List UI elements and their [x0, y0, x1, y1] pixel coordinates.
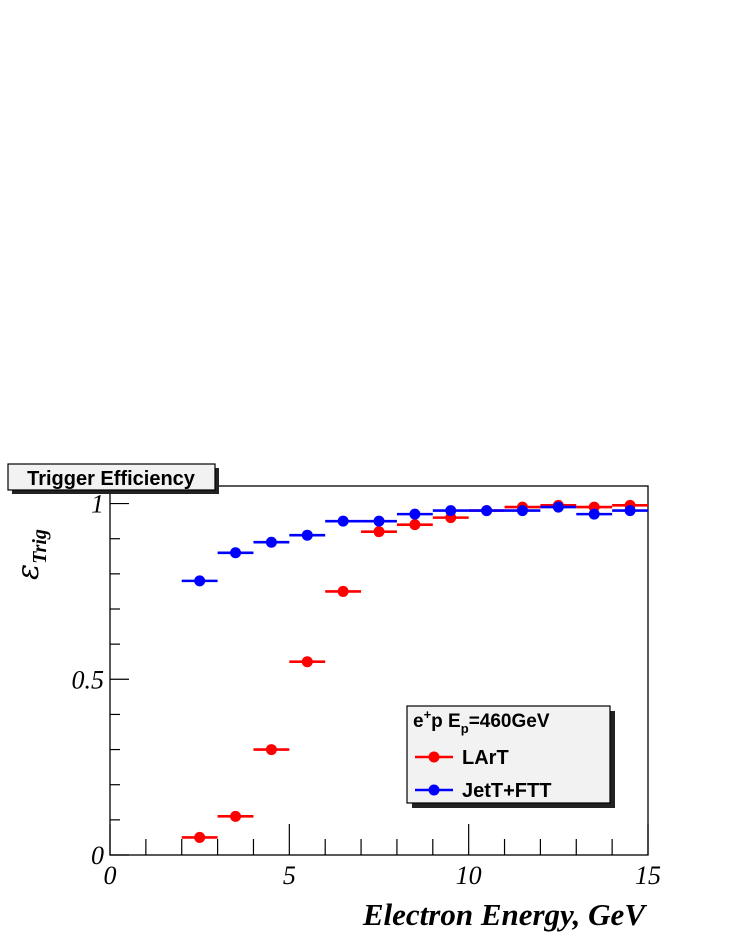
data-point [301, 529, 313, 541]
y-tick-label: 0 [91, 841, 104, 870]
tick-labels: 0 5 10 15 0 0.5 1 [72, 490, 662, 890]
legend-marker [428, 784, 440, 796]
data-point [445, 505, 457, 517]
series-layer [181, 499, 648, 843]
legend-label: LArT [462, 747, 509, 769]
legend-header: e+p Ep=460GeV [413, 707, 550, 736]
y-tick-label: 0.5 [72, 665, 105, 694]
x-tick-label: 10 [456, 861, 482, 890]
data-point [481, 505, 493, 517]
data-point [373, 526, 385, 538]
plot-frame [109, 485, 649, 856]
x-tick-label: 0 [104, 861, 117, 890]
data-point [337, 585, 349, 597]
x-tick-label: 15 [635, 861, 661, 890]
y-tick-label: 1 [91, 490, 104, 519]
data-point [337, 515, 349, 527]
data-point [265, 536, 277, 548]
data-point [230, 547, 242, 559]
data-point [194, 831, 206, 843]
axis-ticks [109, 502, 649, 856]
data-point [624, 505, 636, 517]
data-point [373, 515, 385, 527]
x-axis-title: Electron Energy, GeV [362, 897, 647, 932]
data-point [516, 505, 528, 517]
y-axis-title-main: ε [11, 564, 46, 580]
legend-label: JetT+FTT [462, 780, 551, 802]
title-box: Trigger Efficiency [7, 463, 219, 494]
data-point [588, 508, 600, 520]
y-axis-title: εTrig [11, 529, 51, 580]
legend-items: LArT JetT+FTT [415, 747, 551, 802]
legend: e+p Ep=460GeV LArT JetT+FTT [406, 705, 615, 808]
legend-marker [428, 751, 440, 763]
data-point [265, 744, 277, 756]
data-point [301, 656, 313, 668]
data-point [194, 575, 206, 587]
data-point [552, 501, 564, 513]
x-tick-label: 5 [283, 861, 296, 890]
series-jett-ftt [181, 501, 648, 587]
data-point [409, 519, 421, 531]
data-point [230, 810, 242, 822]
chart-title: Trigger Efficiency [27, 468, 196, 490]
data-point [409, 508, 421, 520]
y-axis-title-sub: Trig [29, 529, 51, 564]
